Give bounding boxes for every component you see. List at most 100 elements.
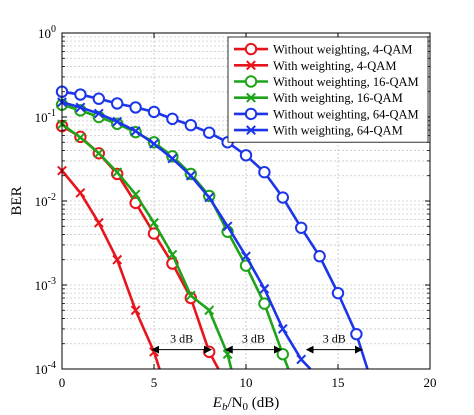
data-point-stroke bbox=[222, 221, 233, 232]
legend-entry-1: With weighting, 4-QAM bbox=[234, 59, 396, 73]
data-point-stroke bbox=[185, 170, 196, 181]
data-point bbox=[112, 254, 123, 265]
data-point bbox=[93, 148, 104, 159]
data-point bbox=[147, 105, 161, 119]
data-point bbox=[258, 166, 271, 179]
annotation-2: 3 dB bbox=[305, 332, 363, 354]
data-point-stroke bbox=[75, 102, 86, 113]
series-4 bbox=[55, 85, 369, 370]
data-point bbox=[93, 217, 104, 228]
data-point-stroke bbox=[259, 283, 270, 294]
y-axis-label: BER bbox=[9, 186, 25, 215]
y-tick-base: 10 bbox=[38, 26, 51, 41]
annotation-label: 3 dB bbox=[323, 332, 346, 346]
data-point bbox=[276, 348, 289, 361]
data-point bbox=[112, 167, 123, 178]
data-point bbox=[93, 108, 104, 119]
data-point bbox=[74, 88, 87, 101]
y-tick-label: 100 bbox=[38, 24, 56, 41]
legend-marker bbox=[244, 107, 258, 121]
legend-marker bbox=[244, 75, 258, 88]
data-point-stroke bbox=[204, 192, 215, 203]
legend-label: Without weighting, 64-QAM bbox=[273, 107, 419, 121]
y-tick-base: 10 bbox=[35, 362, 48, 377]
data-point bbox=[239, 149, 253, 162]
data-point-stroke bbox=[167, 249, 178, 260]
data-point bbox=[203, 126, 216, 139]
series-3 bbox=[57, 119, 233, 370]
data-point-stroke bbox=[277, 324, 288, 334]
data-point-stroke bbox=[75, 187, 86, 198]
legend-marker-stroke bbox=[246, 92, 256, 103]
series-line bbox=[61, 103, 290, 370]
y-tick-exponent: 0 bbox=[51, 24, 56, 35]
y-tick-label: 10-2 bbox=[35, 192, 56, 209]
x-axis-label-sub-0: 0 bbox=[242, 401, 248, 413]
data-point bbox=[204, 192, 215, 203]
data-point bbox=[350, 327, 363, 341]
data-point bbox=[130, 126, 141, 136]
legend-marker bbox=[246, 125, 256, 136]
y-tick-label: 10-1 bbox=[35, 108, 56, 125]
data-point-stroke bbox=[93, 217, 104, 228]
x-axis-label-n: /N bbox=[227, 395, 242, 411]
annotation-label: 3 dB bbox=[242, 332, 265, 346]
data-point bbox=[185, 170, 196, 181]
data-point-stroke bbox=[112, 254, 123, 265]
data-point-stroke bbox=[149, 217, 159, 228]
data-point bbox=[296, 354, 307, 365]
legend-label: With weighting, 16-QAM bbox=[273, 91, 403, 105]
data-point-stroke bbox=[130, 189, 141, 200]
annotation-label: 3 dB bbox=[170, 332, 193, 346]
series-layer bbox=[55, 85, 369, 370]
legend-entry-4: Without weighting, 64-QAM bbox=[234, 107, 419, 121]
data-point-stroke bbox=[130, 126, 141, 136]
y-tick-base: 10 bbox=[35, 278, 48, 293]
legend-label: Without weighting, 4-QAM bbox=[273, 43, 412, 57]
legend-marker bbox=[246, 60, 256, 71]
x-tick-label: 10 bbox=[240, 375, 253, 390]
data-point bbox=[258, 297, 271, 310]
data-point-stroke bbox=[93, 108, 104, 119]
data-point bbox=[112, 116, 123, 127]
legend-entry-2: Without weighting, 16-QAM bbox=[234, 75, 419, 89]
data-point bbox=[204, 305, 215, 316]
series-line bbox=[61, 124, 220, 370]
legend-label: With weighting, 4-QAM bbox=[273, 59, 396, 73]
legend-marker-stroke bbox=[246, 125, 256, 136]
series-5 bbox=[57, 97, 312, 370]
data-point bbox=[295, 221, 308, 234]
data-point bbox=[203, 345, 216, 359]
x-tick-label: 5 bbox=[151, 375, 158, 390]
data-point-stroke bbox=[185, 290, 196, 301]
legend-entry-5: With weighting, 64-QAM bbox=[234, 124, 403, 138]
legend-label: With weighting, 64-QAM bbox=[273, 124, 403, 138]
legend-entry-0: Without weighting, 4-QAM bbox=[234, 43, 412, 57]
data-point bbox=[313, 250, 326, 263]
x-tick-label: 15 bbox=[332, 375, 345, 390]
legend-marker bbox=[246, 92, 256, 103]
y-tick-base: 10 bbox=[35, 110, 48, 125]
legend-marker-stroke bbox=[246, 60, 256, 71]
legend-label: Without weighting, 16-QAM bbox=[273, 75, 419, 89]
data-point-stroke bbox=[112, 167, 123, 178]
x-axis-label-e: E bbox=[212, 395, 222, 411]
data-point-stroke bbox=[296, 354, 307, 365]
x-tick-label: 20 bbox=[424, 375, 437, 390]
data-point-stroke bbox=[204, 305, 215, 316]
series-1 bbox=[57, 165, 161, 370]
data-point bbox=[130, 305, 141, 316]
data-point bbox=[241, 251, 251, 262]
data-point bbox=[167, 153, 178, 164]
data-point-stroke bbox=[149, 138, 159, 149]
data-point-stroke bbox=[112, 116, 123, 127]
data-point bbox=[149, 217, 159, 228]
x-axis-label-unit: (dB) bbox=[248, 395, 279, 411]
y-tick-exponent: -2 bbox=[48, 192, 56, 203]
legend-entry-3: With weighting, 16-QAM bbox=[234, 91, 403, 105]
data-point bbox=[75, 132, 86, 143]
x-axis-label-sub-b: b bbox=[222, 401, 228, 413]
data-point bbox=[166, 112, 179, 126]
data-point-stroke bbox=[130, 305, 141, 316]
